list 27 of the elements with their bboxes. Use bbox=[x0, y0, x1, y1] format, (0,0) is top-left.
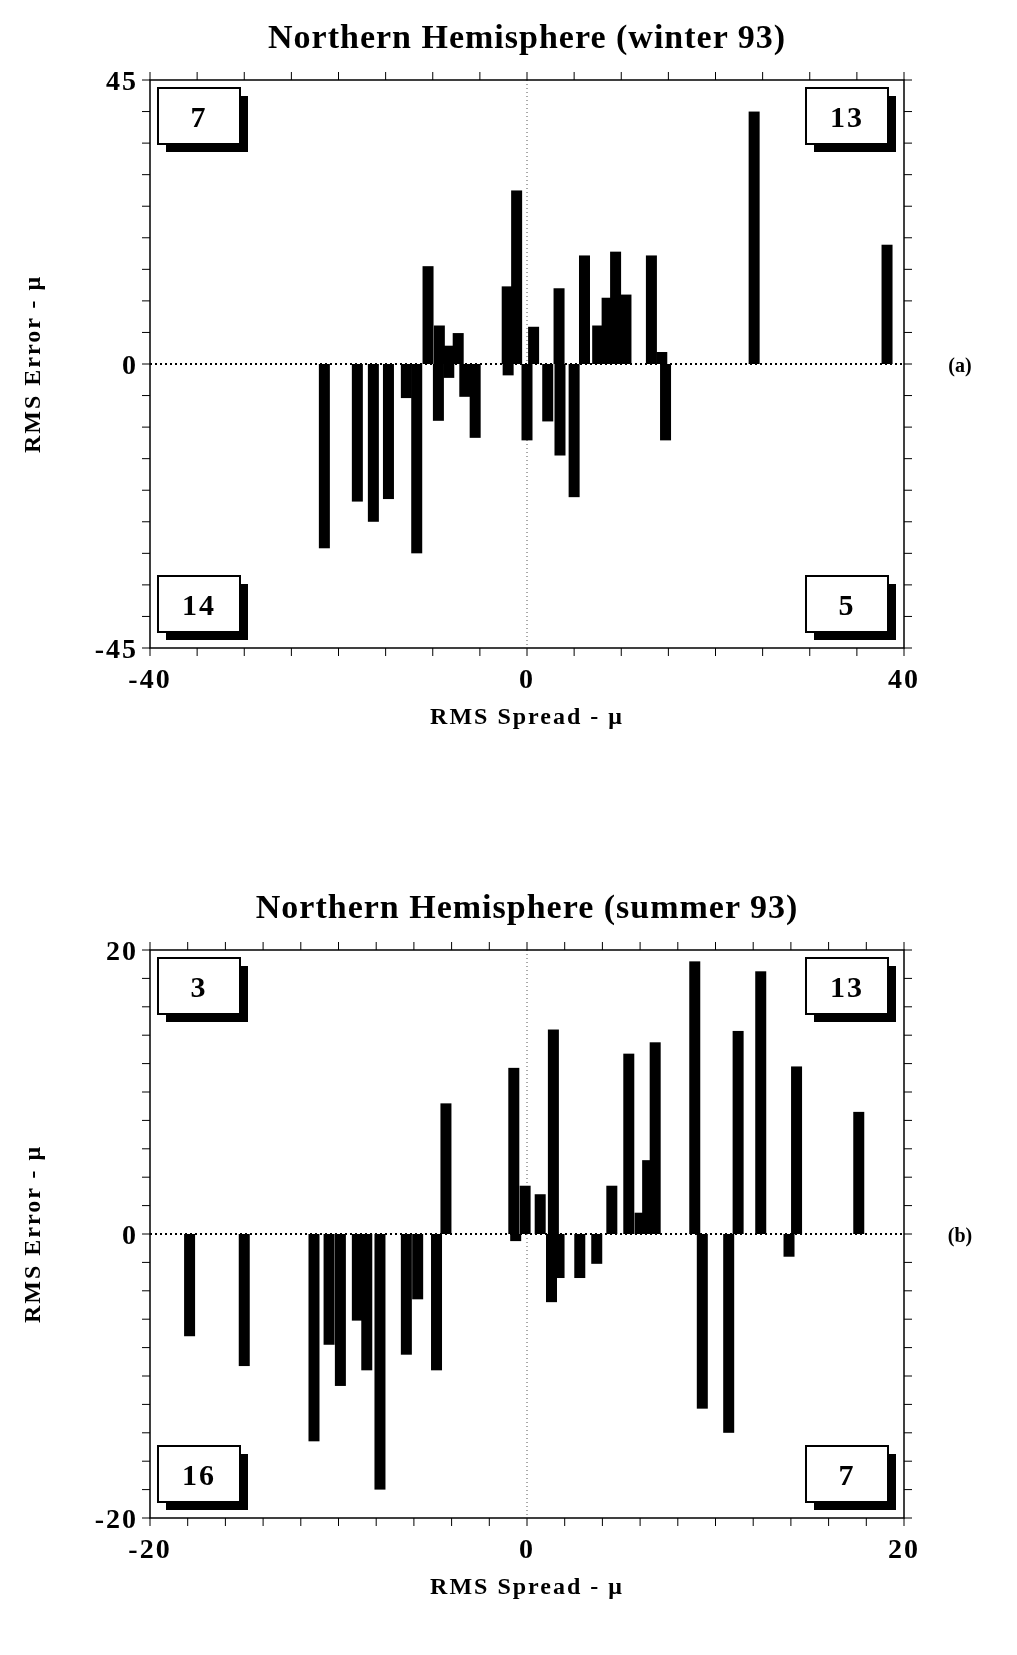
x-tick-label: 40 bbox=[888, 663, 920, 694]
y-tick-label: 45 bbox=[106, 65, 138, 96]
x-tick-label: -40 bbox=[128, 663, 172, 694]
y-tick-label: -20 bbox=[94, 1503, 138, 1534]
annotation: 3 bbox=[190, 970, 208, 1003]
x-tick-label: 20 bbox=[888, 1533, 920, 1564]
y-tick-label: -45 bbox=[94, 633, 138, 664]
annotation: 7 bbox=[838, 1458, 856, 1491]
y-tick-label: 20 bbox=[106, 935, 138, 966]
annotation: 14 bbox=[182, 588, 216, 621]
x-tick-label: 0 bbox=[519, 663, 535, 694]
y-axis-title: RMS Error - μ bbox=[19, 1144, 45, 1324]
y-tick-label: 0 bbox=[122, 1219, 138, 1250]
annotation: 7 bbox=[190, 100, 208, 133]
y-axis-title: RMS Error - μ bbox=[19, 274, 45, 454]
text: (a) bbox=[948, 354, 972, 377]
x-axis-title: RMS Spread - μ bbox=[430, 1573, 624, 1599]
x-axis-title: RMS Spread - μ bbox=[430, 703, 624, 729]
annotation: 13 bbox=[830, 100, 864, 133]
chart-title: Northern Hemisphere (summer 93) bbox=[255, 888, 799, 926]
x-tick-label: 0 bbox=[519, 1533, 535, 1564]
y-tick-label: 0 bbox=[122, 349, 138, 380]
annotation: 13 bbox=[830, 970, 864, 1003]
text: (b) bbox=[947, 1224, 973, 1247]
annotation: 5 bbox=[838, 588, 856, 621]
chart-title: Northern Hemisphere (winter 93) bbox=[268, 18, 786, 56]
annotation: 16 bbox=[182, 1458, 216, 1491]
